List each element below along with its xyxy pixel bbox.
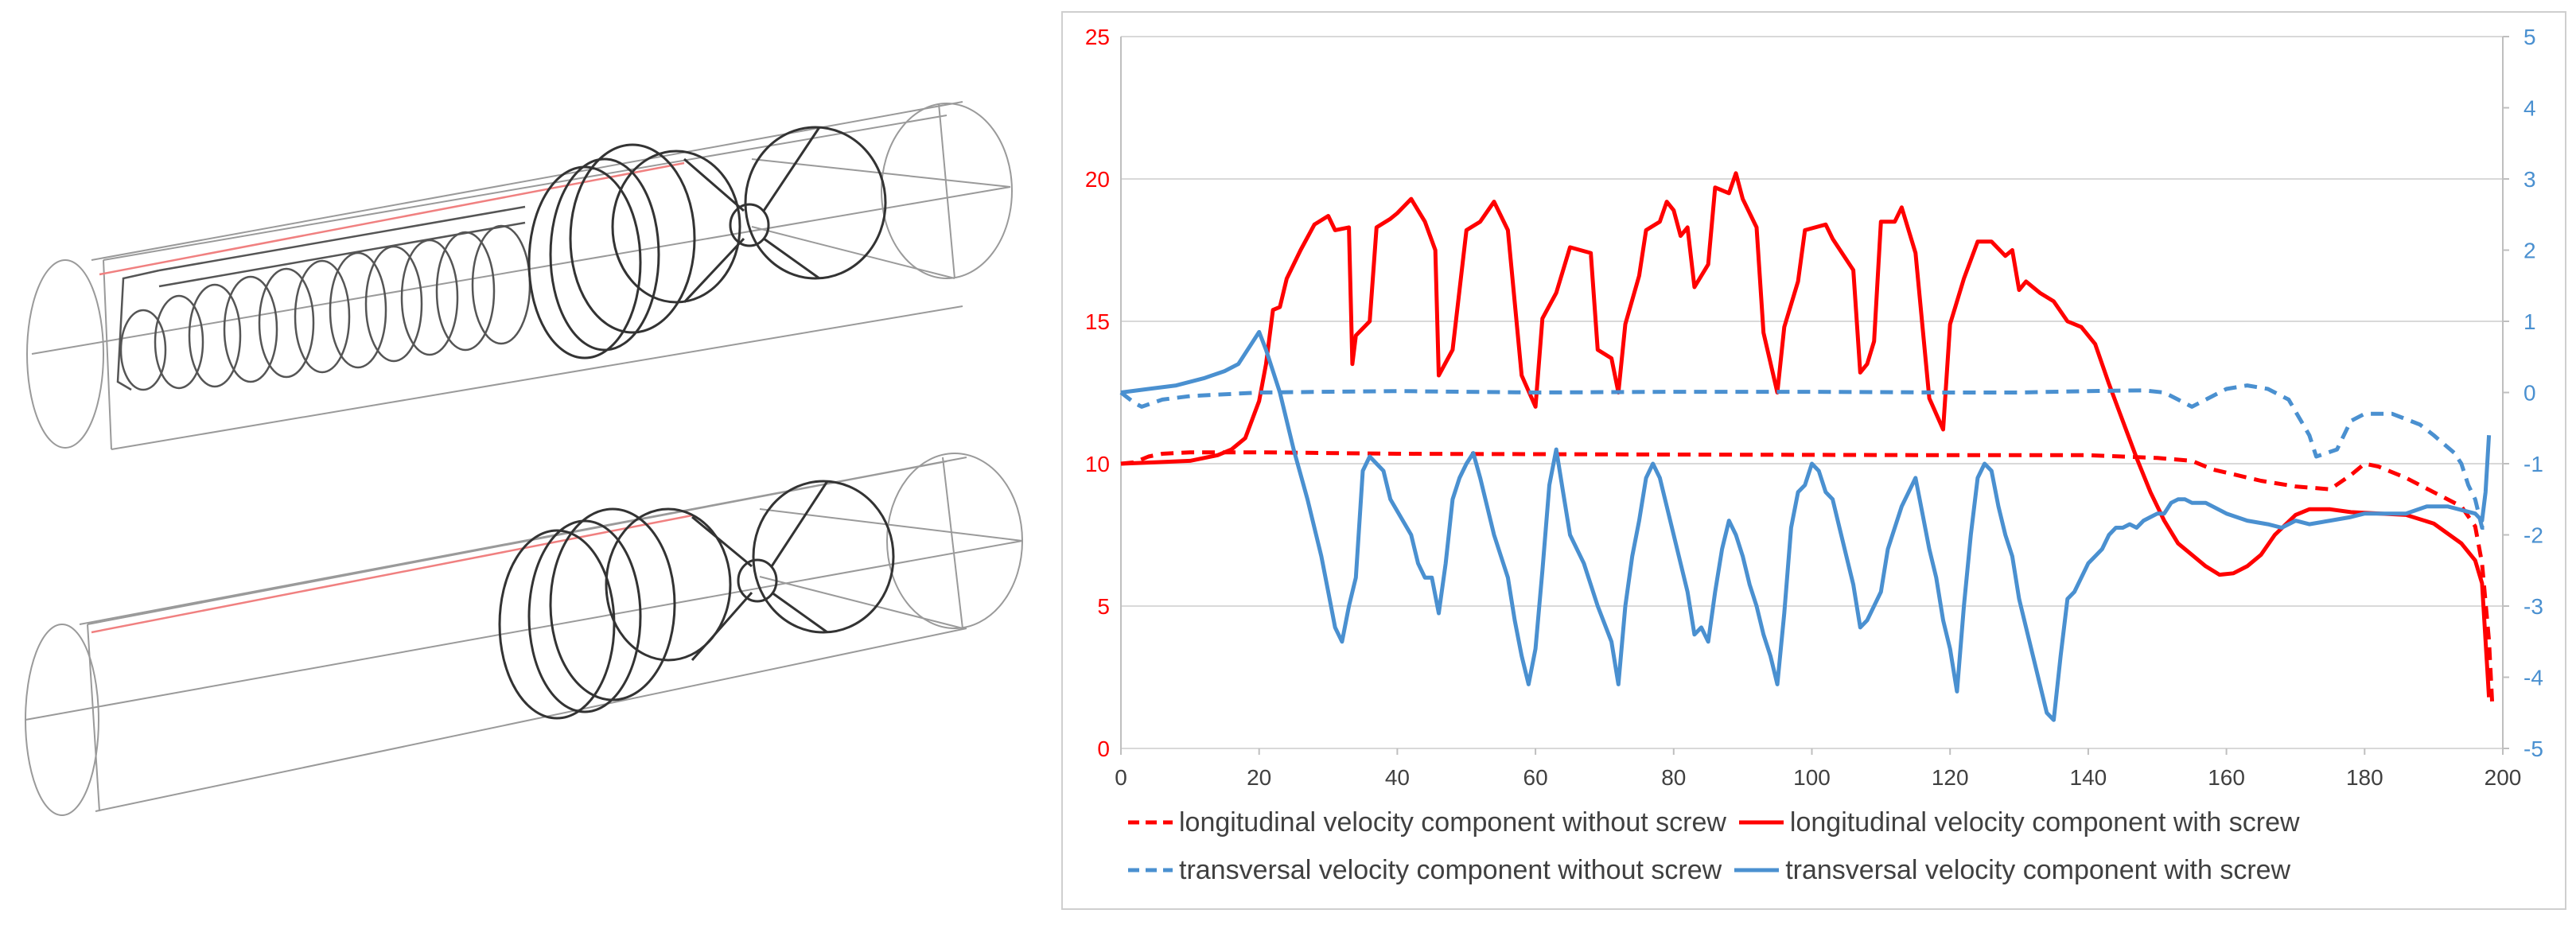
y-left-tick-label: 5 [1097, 594, 1110, 619]
series-line-2 [1119, 383, 2487, 530]
x-tick-label: 40 [1385, 765, 1410, 790]
y-left-tick-label: 10 [1085, 452, 1110, 476]
cad-model-with-screw [26, 101, 1013, 450]
y-right-tick-label: 5 [2523, 25, 2536, 49]
x-tick-label: 0 [1115, 765, 1127, 790]
x-tick-label: 180 [2346, 765, 2383, 790]
legend-row-longitudinal: longitudinal velocity component without … [1127, 799, 2558, 846]
legend-label: transversal velocity component with scre… [1785, 854, 2291, 885]
y-left-tick-label: 20 [1085, 167, 1110, 192]
chart-legend: longitudinal velocity component without … [1127, 799, 2558, 894]
legend-swatch-solid-blue [1734, 868, 1780, 873]
velocity-chart: 0 5 10 15 20 25 -5 -4 -3 -2 -1 0 1 2 3 4 5 0 20 40 60 80 100 12… [1085, 25, 2543, 790]
y-right-tick-label: 3 [2523, 167, 2536, 192]
chart-panel: 0 5 10 15 20 25 -5 -4 -3 -2 -1 0 1 2 3 4 5 0 20 40 60 80 100 12… [1061, 11, 2566, 910]
legend-swatch-solid-red [1738, 820, 1784, 825]
legend-item-trans-without: transversal velocity component without s… [1127, 855, 1722, 886]
x-tick-label: 100 [1793, 765, 1831, 790]
legend-label: transversal velocity component without s… [1179, 854, 1722, 885]
y-right-tick-label: 2 [2523, 239, 2536, 263]
x-tick-label: 20 [1247, 765, 1271, 790]
y-right-tick-label: -2 [2523, 523, 2543, 548]
legend-item-long-without: longitudinal velocity component without … [1127, 807, 1726, 838]
x-tick-label: 80 [1661, 765, 1686, 790]
x-tick-label: 200 [2485, 765, 2522, 790]
y-left-tick-label: 15 [1085, 309, 1110, 334]
y-right-tick-label: 1 [2523, 309, 2536, 334]
y-right-tick-label: -4 [2523, 666, 2543, 690]
legend-swatch-dashed-red [1128, 820, 1173, 825]
cad-model-without-screw [25, 453, 1023, 816]
y-right-tick-label: -5 [2523, 737, 2543, 761]
x-tick-label: 120 [1932, 765, 1969, 790]
y-right-tick-label: 4 [2523, 96, 2536, 121]
x-tick-label: 160 [2208, 765, 2245, 790]
y-left-tick-label: 25 [1085, 25, 1110, 49]
legend-item-long-with: longitudinal velocity component with scr… [1737, 807, 2300, 838]
cad-wireframe-drawings [25, 101, 1023, 816]
x-tick-label: 60 [1523, 765, 1548, 790]
series-line-1 [1120, 171, 2492, 698]
legend-item-trans-with: transversal velocity component with scre… [1733, 855, 2290, 886]
series-line-0 [1120, 450, 2495, 709]
x-tick-label: 140 [2070, 765, 2107, 790]
y-right-tick-label: -1 [2523, 452, 2543, 476]
legend-row-transversal: transversal velocity component without s… [1127, 846, 2558, 894]
y-right-tick-label: 0 [2523, 381, 2536, 406]
y-left-tick-label: 0 [1097, 737, 1110, 761]
y-right-tick-label: -3 [2523, 594, 2543, 619]
legend-label: longitudinal velocity component with scr… [1789, 806, 2300, 838]
legend-swatch-dashed-blue [1128, 868, 1173, 873]
legend-label: longitudinal velocity component without … [1179, 806, 1726, 838]
series-line-3 [1120, 329, 2492, 722]
